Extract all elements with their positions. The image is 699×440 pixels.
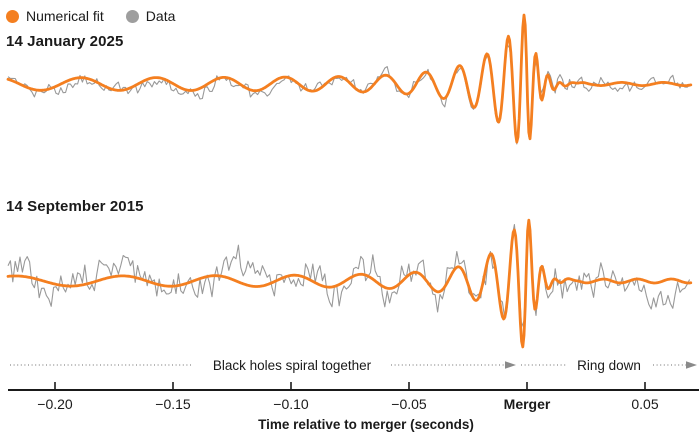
ringdown-arrow-icon	[686, 361, 697, 369]
numerical-fit-waveform-top	[6, 13, 693, 144]
data-waveform-bottom	[7, 224, 691, 328]
legend-label-numerical-fit: Numerical fit	[26, 8, 104, 24]
inspiral-arrow-icon	[505, 361, 516, 369]
tick-label-neg-0-05: −0.05	[391, 396, 427, 412]
time-axis-ticks	[54, 382, 646, 390]
legend-item-data: Data	[125, 8, 176, 24]
legend-label-data: Data	[145, 8, 176, 24]
tick-label-neg-0-10: −0.10	[273, 396, 309, 412]
tick-label-merger: Merger	[503, 396, 551, 412]
panel-title-bottom: 14 September 2015	[6, 198, 144, 215]
legend-item-numerical-fit: Numerical fit	[6, 8, 104, 24]
axis-title: Time relative to merger (seconds)	[258, 417, 474, 432]
tick-label-neg-0-20: −0.20	[37, 396, 73, 412]
legend: Numerical fit Data	[6, 8, 175, 24]
annotation-inspiral: Black holes spiral together	[212, 358, 372, 373]
annotation-ringdown: Ring down	[577, 358, 641, 373]
data-swatch-icon	[125, 9, 139, 23]
numerical-fit-waveform-bottom	[6, 218, 693, 349]
tick-label-neg-0-15: −0.15	[155, 396, 191, 412]
numerical-fit-swatch-icon	[6, 9, 19, 23]
panel-title-top: 14 January 2025	[6, 33, 124, 50]
tick-label-0-05: 0.05	[631, 396, 659, 412]
